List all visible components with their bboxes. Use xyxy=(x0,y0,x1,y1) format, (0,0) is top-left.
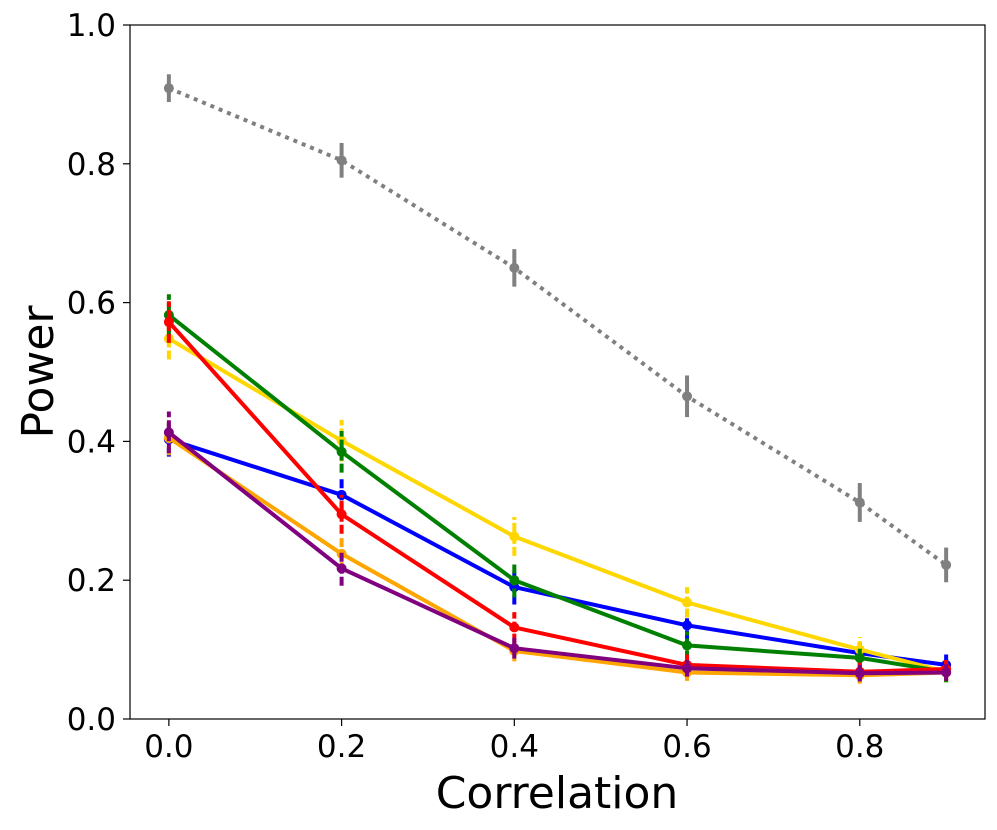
data-point-green-2 xyxy=(509,575,520,586)
series-purple xyxy=(163,411,952,682)
data-point-purple-2 xyxy=(509,643,520,654)
data-point-gray-0 xyxy=(163,83,174,94)
y-tick-label-5: 1.0 xyxy=(67,8,116,44)
series-gray xyxy=(163,74,952,583)
plot-marks xyxy=(163,74,952,684)
series-line-gray xyxy=(168,86,948,567)
data-point-gray-3 xyxy=(682,391,693,402)
series-line-green xyxy=(167,313,947,674)
series-green xyxy=(163,294,952,683)
data-point-purple-5 xyxy=(941,667,952,678)
x-tick-label-1: 0.2 xyxy=(317,729,366,765)
plot-frame xyxy=(129,24,986,720)
data-point-green-4 xyxy=(854,652,865,663)
data-point-blue-2 xyxy=(509,582,520,593)
data-point-gold-2 xyxy=(509,531,520,542)
y-tick-label-4: 0.8 xyxy=(67,147,116,183)
data-point-purple-3 xyxy=(682,663,693,674)
data-point-gold-3 xyxy=(682,597,693,608)
series-line-gold xyxy=(167,336,947,674)
y-tick-label-0: 0.0 xyxy=(67,702,116,738)
data-point-red-1 xyxy=(336,509,347,520)
data-point-gray-4 xyxy=(854,497,865,508)
axis-ticks: 0.0 0.2 0.4 0.6 0.8 0.0 0.2 0.4 0.6 0.8 1.0 xyxy=(67,8,885,765)
x-axis-title: Correlation xyxy=(436,768,679,819)
data-point-purple-1 xyxy=(336,563,347,574)
y-tick-label-1: 0.2 xyxy=(67,563,116,599)
x-tick-label-4: 0.8 xyxy=(835,729,884,765)
x-tick-label-2: 0.4 xyxy=(490,729,539,765)
data-point-green-1 xyxy=(336,446,347,457)
series-line-purple xyxy=(167,430,947,676)
data-point-purple-0 xyxy=(163,427,174,438)
x-tick-label-3: 0.6 xyxy=(662,729,711,765)
y-tick-label-2: 0.4 xyxy=(67,424,116,460)
data-point-red-0 xyxy=(163,317,174,328)
data-point-gray-5 xyxy=(941,559,952,570)
data-point-gray-1 xyxy=(336,155,347,166)
y-tick-label-3: 0.6 xyxy=(67,286,116,322)
data-point-purple-4 xyxy=(854,668,865,679)
data-point-red-2 xyxy=(509,622,520,633)
data-point-green-3 xyxy=(682,640,693,651)
data-point-blue-3 xyxy=(682,620,693,631)
y-axis-title: Power xyxy=(13,305,64,439)
data-point-gray-2 xyxy=(509,262,520,273)
x-tick-label-0: 0.0 xyxy=(144,729,193,765)
